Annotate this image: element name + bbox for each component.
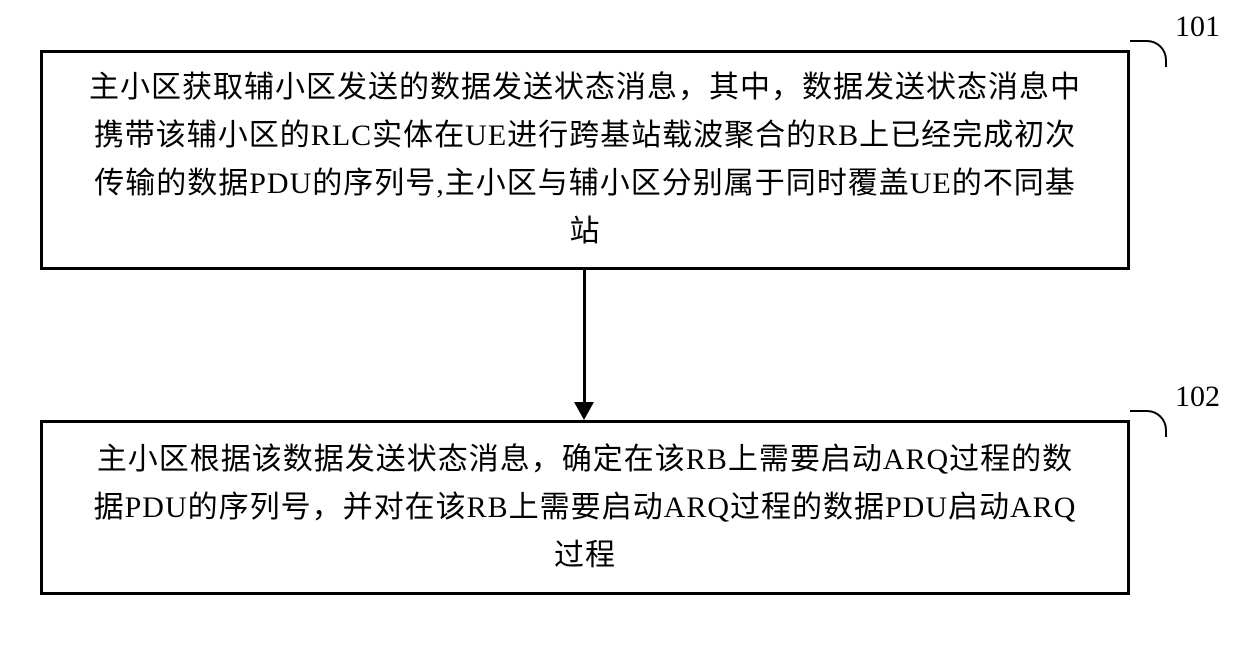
step-2-text: 主小区根据该数据发送状态消息，确定在该RB上需要启动ARQ过程的数据PDU的序列…	[83, 436, 1087, 580]
flow-step-1: 主小区获取辅小区发送的数据发送状态消息，其中，数据发送状态消息中携带该辅小区的R…	[40, 50, 1130, 270]
arrow-head-icon	[574, 402, 594, 420]
label-connector-2	[1130, 410, 1167, 437]
step-1-text: 主小区获取辅小区发送的数据发送状态消息，其中，数据发送状态消息中携带该辅小区的R…	[83, 64, 1087, 256]
flow-step-2: 主小区根据该数据发送状态消息，确定在该RB上需要启动ARQ过程的数据PDU的序列…	[40, 420, 1130, 595]
label-connector-1	[1130, 40, 1167, 67]
step-label-102: 102	[1175, 380, 1220, 414]
arrow-line	[583, 270, 586, 403]
step-label-101: 101	[1175, 10, 1220, 44]
